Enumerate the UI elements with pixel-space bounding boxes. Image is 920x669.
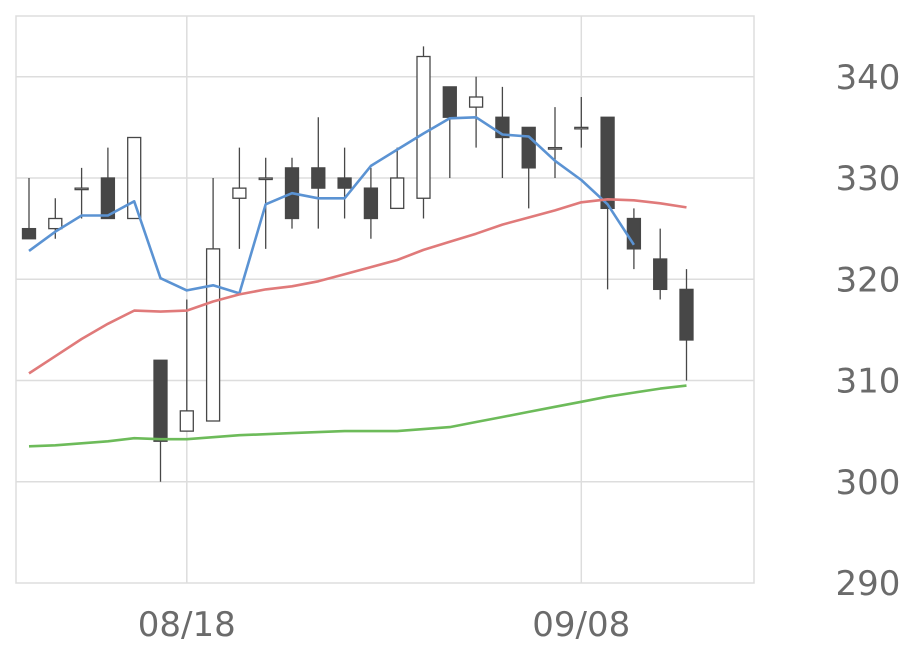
candle-body <box>653 258 668 291</box>
candle-body <box>521 126 536 169</box>
candle <box>74 167 89 219</box>
candle-body <box>205 248 221 422</box>
ma-mid-line <box>28 198 687 375</box>
candle-body <box>679 288 694 341</box>
y-tick-label: 300 <box>836 463 901 503</box>
candle <box>337 147 352 219</box>
moving-average-lines <box>28 116 687 448</box>
candle <box>232 147 247 249</box>
candle-body <box>547 146 563 150</box>
candle <box>205 178 221 422</box>
candle-body <box>442 86 457 118</box>
y-tick-label: 330 <box>836 159 901 199</box>
ma-short-line <box>28 116 635 295</box>
candle <box>21 178 37 240</box>
candle <box>442 86 457 178</box>
candle <box>574 97 589 148</box>
candle-body <box>74 187 89 191</box>
candle-body <box>48 217 63 230</box>
candle <box>390 147 405 210</box>
candle-body <box>574 126 589 130</box>
x-tick-label: 08/18 <box>138 605 236 645</box>
ma-long-line <box>28 384 687 448</box>
candle-body <box>232 187 247 199</box>
candle <box>153 359 168 482</box>
candle <box>179 299 194 432</box>
x-tick-label: 09/08 <box>532 605 630 645</box>
candle-body <box>179 410 194 432</box>
candle <box>311 117 326 229</box>
y-axis-tick-labels: 340 330 320 310 300 290 <box>836 58 901 604</box>
y-tick-label: 310 <box>836 362 901 402</box>
candle-body <box>100 177 116 220</box>
x-axis-tick-labels: 08/18 09/08 <box>138 605 630 645</box>
candle <box>127 136 142 220</box>
candle-body <box>127 136 142 220</box>
candle-body <box>468 96 484 108</box>
candle-body <box>337 177 352 189</box>
candle <box>363 167 379 239</box>
candle-body <box>390 177 405 210</box>
candle-body <box>416 55 431 199</box>
candle <box>547 107 563 178</box>
candle <box>468 76 484 148</box>
candle-body <box>311 167 326 189</box>
y-tick-label: 290 <box>836 564 901 604</box>
candle-body <box>363 187 379 220</box>
y-tick-label: 320 <box>836 260 901 300</box>
candle <box>679 269 694 381</box>
candle-body <box>258 177 273 181</box>
candle <box>653 228 668 300</box>
candle <box>100 147 116 220</box>
candle-body <box>600 116 615 210</box>
plot-area <box>15 15 755 584</box>
y-tick-label: 340 <box>836 58 901 98</box>
candle-body <box>21 227 37 240</box>
candle-body <box>153 359 168 442</box>
